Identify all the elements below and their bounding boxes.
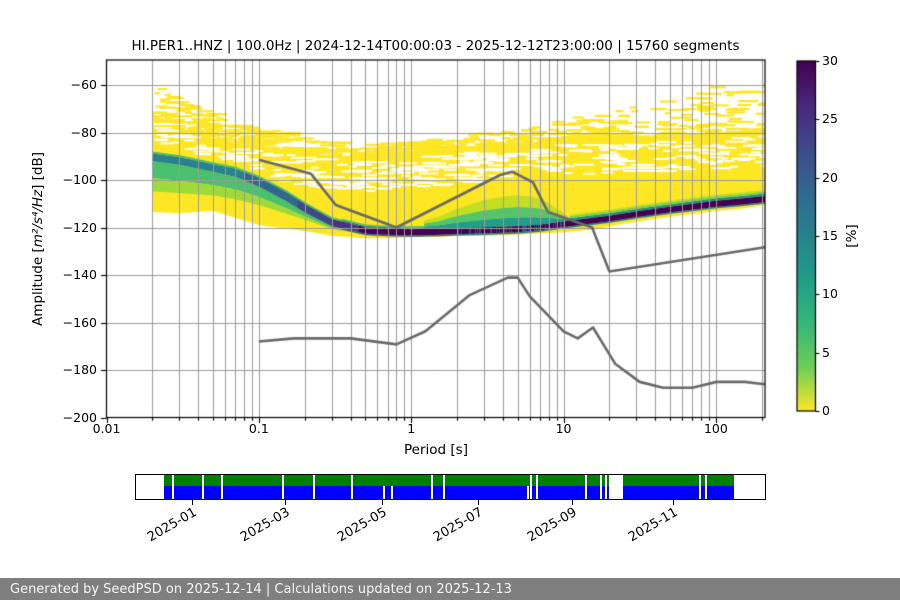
coverage-gap [599,475,602,499]
colorbar-tick-label: 0 [822,403,830,418]
timeline-tick [478,500,480,505]
y-tick-label: −100 [62,172,97,187]
x-axis-label: Period [s] [404,442,468,458]
coverage-psd-strip [164,475,735,486]
x-tick-label: 10 [555,421,572,436]
colorbar-tick-label: 10 [822,286,838,302]
colorbar-tick-label: 20 [822,169,838,185]
coverage-gap [220,475,223,499]
footer-text: Generated by SeedPSD on 2025-12-14 | Cal… [10,581,512,597]
timeline-tick [284,500,286,505]
coverage-gap [584,475,587,499]
plot-title: HI.PER1..HNZ | 100.0Hz | 2024-12-14T00:0… [131,38,740,54]
x-tick-label: 1 [407,421,416,436]
y-tick-label: −120 [62,219,97,235]
y-tick-label: −160 [62,314,97,330]
coverage-gap [605,475,608,499]
coverage-gap [536,475,539,499]
x-tick-label: 0.01 [92,421,121,436]
coverage-timeline [135,474,766,500]
coverage-gap [172,475,175,499]
timeline-tick [673,500,675,505]
colorbar-tick-label: 15 [822,228,838,243]
y-tick-label: −180 [62,362,97,377]
timeline-tick [381,500,383,505]
y-tick-label: −200 [62,409,97,425]
y-tick-label: −80 [70,124,97,140]
coverage-gap [351,475,354,499]
colorbar-tick-label: 5 [822,344,830,360]
timeline-tick [571,500,573,505]
coverage-gap [202,475,205,499]
coverage-gap-blue-only [383,485,386,499]
coverage-gap [313,475,316,499]
y-tick-label: −60 [70,77,97,92]
colorbar-label: [%] [844,224,860,248]
coverage-gap [699,475,702,499]
coverage-gap [529,475,532,499]
coverage-data-strip [164,485,735,499]
coverage-gap [431,475,434,499]
coverage-gap [282,475,285,499]
coverage-gap [443,475,445,499]
coverage-gap-wide [609,475,623,499]
colorbar-tick-label: 30 [822,53,838,68]
y-tick-label: −140 [62,267,97,282]
coverage-gap-blue-only [390,485,393,499]
footer-bar: Generated by SeedPSD on 2025-12-14 | Cal… [0,578,900,600]
x-tick-label: 0.1 [248,421,269,436]
coverage-gap [704,475,707,499]
colorbar-tick-label: 25 [822,111,838,127]
timeline-tick [191,500,193,505]
x-tick-label: 100 [703,421,728,436]
coverage-gap-blue-only [526,485,529,499]
